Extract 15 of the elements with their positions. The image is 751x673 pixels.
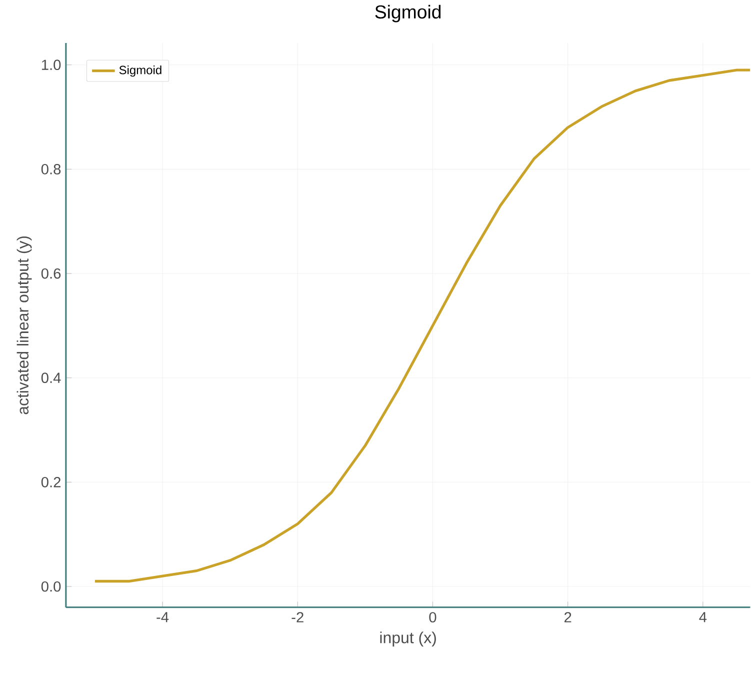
x-tick-label: -2 (292, 612, 304, 622)
x-tick-label: -4 (156, 612, 169, 622)
y-tick-label: 0.8 (41, 164, 61, 174)
x-tick-label: 0 (429, 612, 436, 622)
y-tick-label: 0.0 (41, 581, 61, 592)
y-tick-label: 0.2 (41, 476, 60, 488)
y-tick-label: 1.0 (42, 60, 61, 70)
y-tick-label: 0.6 (41, 268, 61, 279)
chart-title: Sigmoid (375, 4, 441, 22)
x-axis-title: input (x) (380, 631, 436, 646)
y-tick-label: 0.4 (41, 372, 61, 383)
x-tick-label: 4 (699, 612, 707, 622)
x-tick-label: 2 (564, 612, 572, 622)
y-axis-title: activated linear output (y) (16, 236, 32, 414)
legend-label: Sigmoid (119, 65, 162, 76)
